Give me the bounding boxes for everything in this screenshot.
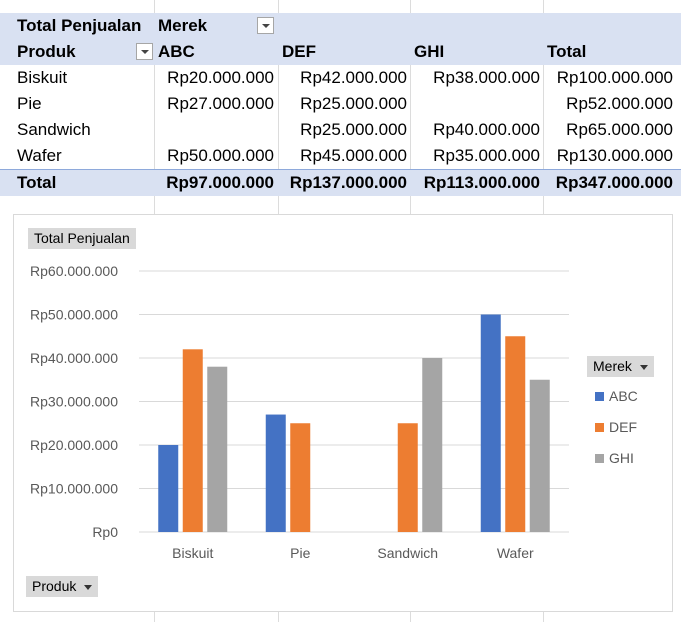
pivot-value-field-label: Total Penjualan: [17, 16, 142, 35]
chart-plot: Rp0 Rp10.000.000 Rp20.000.000 Rp30.000.000 R…: [30, 263, 569, 561]
y-tick-label: Rp30.000.000: [30, 394, 118, 410]
legend-item: DEF: [595, 419, 637, 435]
bar: [529, 379, 550, 532]
axis-field-button[interactable]: Produk: [26, 576, 99, 597]
pivot-cell: Rp20.000.000: [167, 68, 274, 87]
legend-swatch: [595, 423, 604, 432]
legend-field-button[interactable]: Merek: [587, 356, 654, 377]
bar: [182, 349, 203, 532]
pivot-row-label: Pie: [17, 94, 42, 113]
legend-label: DEF: [609, 419, 637, 435]
pivot-row-label: Sandwich: [17, 120, 91, 139]
y-tick-label: Rp40.000.000: [30, 350, 118, 366]
pivot-data-row: Sandwich Rp25.000.000 Rp40.000.000 Rp65.…: [0, 117, 681, 143]
legend-swatch: [595, 454, 604, 463]
bar: [480, 314, 501, 532]
chevron-down-icon: [639, 364, 648, 370]
pivot-column-field-label: Merek: [158, 16, 208, 35]
pivot-cell: Rp45.000.000: [300, 146, 407, 165]
legend-item: GHI: [595, 450, 634, 466]
legend-field-button-label: Merek: [593, 358, 632, 374]
pivot-row-label: Biskuit: [17, 68, 68, 87]
pivot-column-header: Total: [547, 42, 587, 61]
pivot-row-field-label: Produk: [17, 42, 76, 61]
pivot-cell: Rp50.000.000: [167, 146, 274, 165]
pivot-header-row-2: Produk ABC DEF GHI Total: [0, 39, 681, 65]
y-tick-label: Rp50.000.000: [30, 307, 118, 323]
pivot-total-cell: Rp137.000.000: [289, 173, 407, 192]
pivot-cell: Rp27.000.000: [167, 94, 274, 113]
bar: [265, 414, 286, 532]
pivot-chart[interactable]: Total Penjualan Rp0 Rp10.000.000 Rp20.000.…: [13, 214, 673, 612]
pivot-cell: Rp38.000.000: [433, 68, 540, 87]
bar: [290, 423, 311, 532]
y-tick-label: Rp20.000.000: [30, 437, 118, 453]
pivot-data-row: Pie Rp27.000.000 Rp25.000.000 Rp52.000.0…: [0, 91, 681, 117]
x-tick-label: Pie: [290, 545, 310, 561]
pivot-cell: Rp25.000.000: [300, 120, 407, 139]
y-tick-label: Rp60.000.000: [30, 263, 118, 279]
legend-swatch: [595, 392, 604, 401]
bar: [505, 336, 526, 532]
x-tick-label: Wafer: [497, 545, 534, 561]
pivot-column-header: GHI: [414, 42, 445, 61]
legend-label: GHI: [609, 450, 634, 466]
pivot-data-row: Biskuit Rp20.000.000 Rp42.000.000 Rp38.0…: [0, 65, 681, 91]
bar: [397, 423, 418, 532]
y-tick-label: Rp10.000.000: [30, 481, 118, 497]
pivot-cell: Rp130.000.000: [556, 146, 673, 165]
pivot-total-row: Total Rp97.000.000 Rp137.000.000 Rp113.0…: [0, 169, 681, 196]
pivot-total-cell: Rp113.000.000: [423, 173, 540, 192]
row-filter-dropdown-icon[interactable]: [136, 43, 153, 60]
y-tick-label: Rp0: [92, 524, 118, 540]
bar: [158, 445, 179, 532]
pivot-cell: Rp65.000.000: [566, 120, 673, 139]
value-field-button[interactable]: Total Penjualan: [28, 228, 136, 249]
pivot-total-label: Total: [17, 173, 57, 192]
pivot-total-cell: Rp347.000.000: [555, 173, 673, 192]
chevron-down-icon: [84, 584, 93, 590]
axis-field-button-label: Produk: [32, 578, 77, 594]
pivot-cell: Rp100.000.000: [556, 68, 673, 87]
pivot-cell: Rp25.000.000: [300, 94, 407, 113]
pivot-column-header: DEF: [282, 42, 316, 61]
pivot-total-cell: Rp97.000.000: [166, 173, 274, 192]
x-tick-label: Sandwich: [377, 545, 438, 561]
pivot-cell: Rp42.000.000: [300, 68, 407, 87]
bar: [207, 366, 228, 532]
pivot-column-header: ABC: [158, 42, 195, 61]
x-tick-label: Biskuit: [172, 545, 213, 561]
legend-item: ABC: [595, 388, 638, 404]
pivot-cell: Rp35.000.000: [433, 146, 540, 165]
pivot-cell: Rp52.000.000: [566, 94, 673, 113]
pivot-cell: Rp40.000.000: [433, 120, 540, 139]
value-field-button-label: Total Penjualan: [34, 230, 130, 246]
legend-label: ABC: [609, 388, 638, 404]
pivot-row-label: Wafer: [17, 146, 62, 165]
pivot-header-row-1: Total Penjualan Merek: [0, 13, 681, 39]
bar: [422, 358, 443, 532]
column-filter-dropdown-icon[interactable]: [257, 17, 274, 34]
pivot-data-row: Wafer Rp50.000.000 Rp45.000.000 Rp35.000…: [0, 143, 681, 169]
